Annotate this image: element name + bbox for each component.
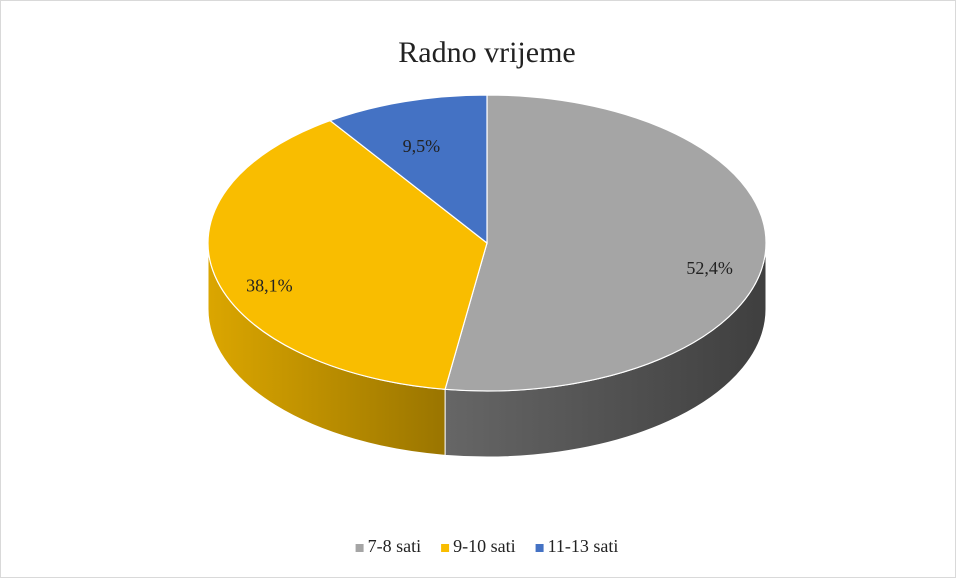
data-label: 9,5% (403, 136, 441, 156)
legend-swatch (441, 544, 450, 552)
legend-label: 7-8 sati (368, 536, 422, 556)
data-labels: 52,4% 38,1% 9,5% (246, 136, 733, 295)
slice (444, 94, 767, 392)
legend-label: 11-13 sati (548, 536, 619, 556)
legend-swatch (535, 544, 544, 552)
legend: 7-8 sati 9-10 sati 11-13 sati (355, 536, 619, 556)
chart-title: Radno vrijeme (398, 36, 575, 69)
slice (328, 94, 488, 245)
data-label: 38,1% (246, 275, 293, 295)
legend-label: 9-10 sati (453, 536, 516, 556)
data-label: 52,4% (686, 258, 733, 278)
legend-swatch (355, 544, 364, 552)
pie-tops (207, 94, 767, 392)
slice (207, 119, 488, 390)
